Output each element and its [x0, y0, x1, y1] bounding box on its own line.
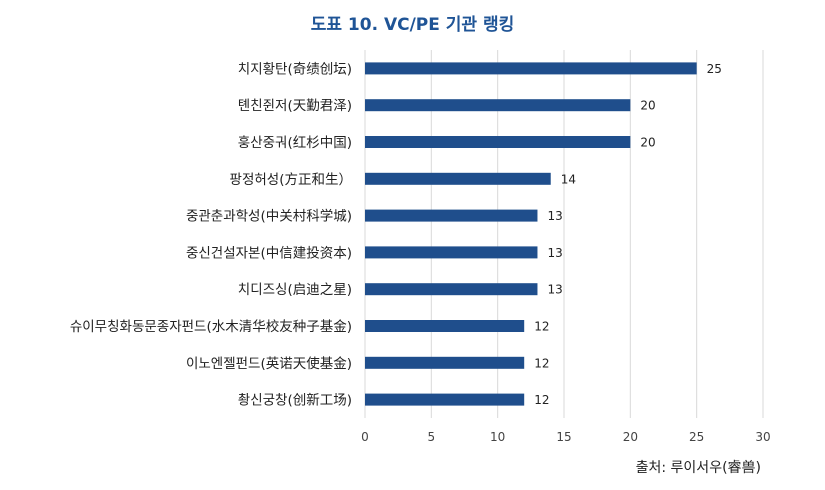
value-label: 20 [640, 136, 655, 150]
category-label: 중관춘과학성(中关村科学城) [186, 209, 352, 225]
bars [365, 62, 697, 406]
bar [365, 246, 538, 259]
category-label: 이노엔젤펀드(英诺天使基金) [186, 355, 352, 372]
chart-title: 도표 10. VC/PE 기관 랭킹 [310, 15, 515, 35]
category-label: 톈친쥔저(天勤君泽) [238, 98, 352, 114]
x-tick-label: 5 [428, 430, 436, 444]
category-label: 촹신궁창(创新工场) [238, 393, 352, 409]
category-label: 훙산중궈(红杉中国) [238, 135, 352, 151]
category-label: 치디즈싱(启迪之星) [238, 282, 352, 298]
value-labels: 25 20 20 14 13 13 13 12 12 12 [534, 62, 722, 407]
x-tick-label: 15 [556, 430, 571, 444]
bar [365, 99, 631, 112]
bar [365, 283, 538, 296]
category-labels: 치지황탄(奇绩创坛) 톈친쥔저(天勤君泽) 훙산중궈(红杉中国) 팡정허성(方正和生）… [70, 60, 352, 408]
value-label: 13 [547, 246, 562, 260]
value-label: 14 [561, 172, 576, 186]
category-label: 팡정허성(方正和生） [230, 172, 352, 188]
grid-lines [364, 50, 764, 418]
bar [365, 136, 631, 148]
bar [365, 62, 697, 75]
x-axis-ticks: 0 5 10 15 20 25 30 [361, 430, 770, 444]
x-tick-label: 30 [755, 430, 770, 444]
x-tick-label: 0 [361, 430, 369, 444]
value-label: 20 [640, 99, 655, 113]
x-tick-label: 25 [689, 430, 704, 444]
value-label: 25 [707, 62, 722, 76]
x-tick-label: 10 [490, 430, 505, 444]
category-label: 슈이무칭화동문종자펀드(水木清华校友种子基金) [70, 318, 352, 335]
bar [365, 393, 525, 406]
category-label: 중신건설자본(中信建投资本) [186, 245, 352, 261]
value-label: 12 [534, 320, 549, 334]
value-label: 12 [534, 393, 549, 407]
value-label: 13 [547, 283, 562, 297]
bar [365, 172, 551, 185]
source-note: 출처: 루이서우(睿兽) [635, 460, 761, 476]
bar [365, 320, 525, 332]
category-label: 치지황탄(奇绩创坛) [238, 60, 352, 77]
value-label: 13 [547, 209, 562, 223]
x-tick-label: 20 [623, 430, 638, 444]
bar [365, 356, 525, 369]
value-label: 12 [534, 356, 549, 370]
bar [365, 209, 538, 222]
